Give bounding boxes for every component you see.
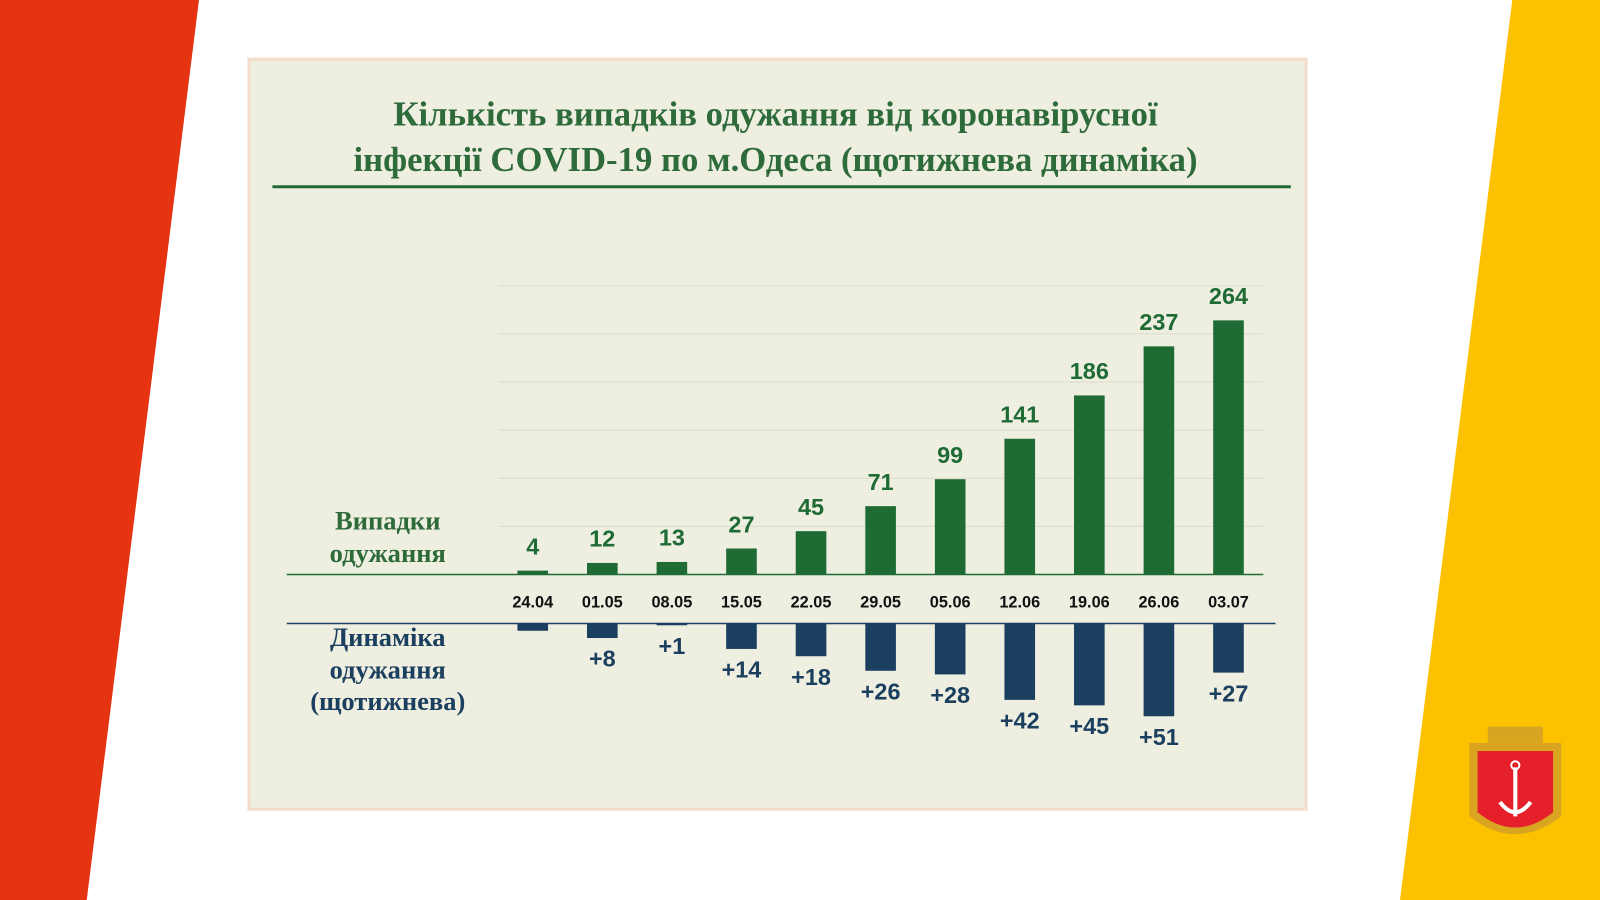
bar	[934, 623, 966, 675]
x-tick-label: 19.06	[1069, 593, 1110, 611]
value-label: +26	[861, 678, 901, 704]
value-label: +51	[1139, 724, 1179, 750]
bar	[1213, 623, 1244, 673]
axis-label: Динаміка	[330, 622, 446, 652]
value-label: 186	[1070, 358, 1109, 384]
panel	[247, 57, 1308, 811]
red-stripe	[0, 0, 199, 900]
value-label: 45	[798, 494, 824, 520]
bar	[517, 623, 549, 631]
value-label: 141	[1000, 402, 1039, 428]
value-label: +8	[589, 646, 616, 672]
value-label: 12	[589, 526, 615, 552]
value-label: +27	[1209, 680, 1249, 706]
bar	[1074, 623, 1105, 706]
x-tick-label: 29.05	[860, 593, 901, 611]
value-label: 27	[728, 511, 754, 537]
title-line: інфекції COVID-19 по м.Одеса (щотижнева …	[353, 140, 1197, 179]
x-tick-label: 05.06	[930, 593, 971, 611]
x-tick-label: 03.07	[1208, 593, 1249, 611]
value-label: +28	[930, 682, 970, 708]
value-label: 237	[1139, 309, 1178, 335]
value-label: +18	[791, 664, 831, 690]
value-label: 71	[868, 469, 894, 495]
bar	[656, 561, 688, 575]
axis-label: (щотижнева)	[310, 686, 465, 716]
value-label: 99	[937, 442, 963, 468]
bar	[1004, 438, 1036, 575]
bar	[726, 623, 757, 649]
value-label: +14	[722, 657, 762, 683]
bar	[1213, 320, 1244, 575]
x-tick-label: 15.05	[721, 593, 762, 611]
x-tick-label: 01.05	[582, 593, 623, 611]
x-tick-label: 22.05	[791, 593, 832, 611]
value-label: 13	[659, 525, 685, 551]
bar	[517, 570, 549, 575]
bar	[587, 623, 618, 639]
value-label: +45	[1069, 713, 1109, 739]
coat-of-arms	[1469, 726, 1562, 835]
axis-label: Випадки	[335, 506, 440, 536]
value-label: +1	[659, 633, 686, 659]
bar	[1143, 346, 1175, 575]
bar	[1074, 395, 1105, 575]
value-label: 4	[526, 533, 539, 559]
value-label: +42	[1000, 708, 1040, 734]
bar	[587, 562, 618, 575]
bar	[726, 548, 757, 575]
bar	[795, 623, 827, 657]
x-tick-label: 24.04	[512, 593, 553, 611]
bar	[1143, 623, 1175, 717]
bar	[1004, 623, 1036, 700]
value-label: 264	[1209, 283, 1248, 309]
x-tick-label: 12.06	[999, 593, 1040, 611]
axis-label: одужання	[330, 538, 446, 568]
x-tick-label: 26.06	[1138, 593, 1179, 611]
bar	[865, 623, 896, 671]
title-line: Кількість випадків одужання від коронаві…	[393, 94, 1158, 133]
bar	[934, 479, 966, 575]
x-tick-label: 08.05	[651, 593, 692, 611]
yellow-stripe	[1400, 0, 1600, 900]
bar	[656, 623, 688, 626]
axis-label: одужання	[330, 655, 446, 685]
bar	[795, 531, 827, 575]
bar	[865, 506, 896, 575]
